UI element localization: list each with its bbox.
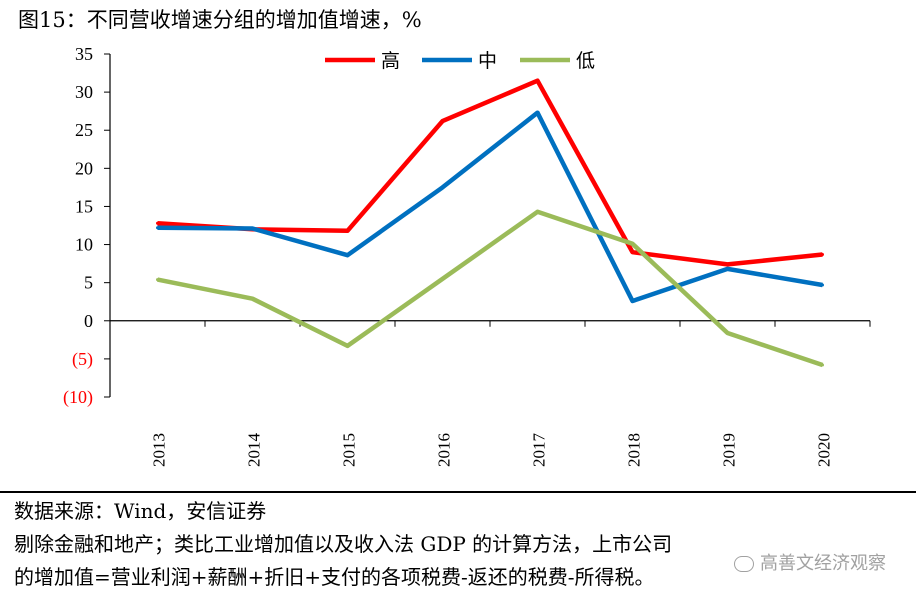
y-tick-label: 10 <box>75 235 93 255</box>
data-point <box>156 278 159 282</box>
y-tick-label: 5 <box>84 273 93 293</box>
source-line-1: 数据来源：Wind，安信证券 <box>14 499 267 523</box>
y-tick-label: 30 <box>75 82 93 102</box>
data-point <box>536 111 539 115</box>
data-point <box>821 363 824 367</box>
data-point <box>821 283 824 287</box>
legend-label: 高 <box>381 50 400 72</box>
x-tick-label: 2013 <box>150 433 169 467</box>
data-point <box>631 242 634 246</box>
source-section <box>0 491 916 493</box>
watermark-text: 高善文经济观察 <box>760 553 886 574</box>
x-tick-label: 2019 <box>720 433 739 467</box>
y-tick-label: 20 <box>75 158 93 178</box>
series-line-1 <box>157 110 823 304</box>
data-point <box>726 262 729 266</box>
data-point <box>726 267 729 271</box>
data-point <box>536 210 539 214</box>
y-tick-label: (5) <box>72 349 93 370</box>
x-tick-label: 2015 <box>340 433 359 467</box>
source-line-3: 的增加值=营业利润+薪酬+折旧+支付的各项税费-返还的税费-所得税。 <box>14 565 655 589</box>
chart-area: 35 30 25 20 15 10 5 0 (5) (10) 2013 2014 2015 2016 201… <box>0 38 916 490</box>
chart-title: 图15：不同营收增速分组的增加值增速，% <box>18 8 422 32</box>
data-point <box>156 226 159 230</box>
data-point <box>631 299 634 303</box>
data-point <box>251 227 254 231</box>
x-tick-label: 2018 <box>625 433 644 467</box>
chat-bubble-icon <box>734 556 754 572</box>
data-point <box>726 331 729 335</box>
x-tick-label: 2017 <box>530 433 549 468</box>
data-point <box>631 250 634 254</box>
data-point <box>441 119 444 123</box>
y-tick-label: 35 <box>75 44 93 64</box>
y-tick-label: (10) <box>63 387 93 408</box>
data-point <box>346 229 349 233</box>
legend-label: 低 <box>576 50 595 72</box>
watermark: 高善文经济观察 <box>734 549 886 575</box>
series-line-2 <box>157 209 824 368</box>
data-point <box>441 277 444 281</box>
source-line-2: 剔除金融和地产；类比工业增加值以及收入法 GDP 的计算方法，上市公司 <box>14 532 673 556</box>
data-point <box>441 185 444 189</box>
x-tick-label: 2016 <box>435 433 454 467</box>
series-line-0 <box>157 78 823 267</box>
data-point <box>346 253 349 257</box>
data-point <box>536 79 539 83</box>
data-point <box>156 221 159 225</box>
data-point <box>821 252 824 256</box>
y-tick-label: 15 <box>75 196 93 216</box>
data-point <box>251 297 254 301</box>
legend-label: 中 <box>478 50 497 72</box>
data-point <box>346 344 349 348</box>
y-tick-label: 0 <box>84 311 93 331</box>
y-tick-label: 25 <box>75 120 93 140</box>
x-tick-label: 2014 <box>245 433 264 468</box>
x-tick-label: 2020 <box>815 433 834 467</box>
